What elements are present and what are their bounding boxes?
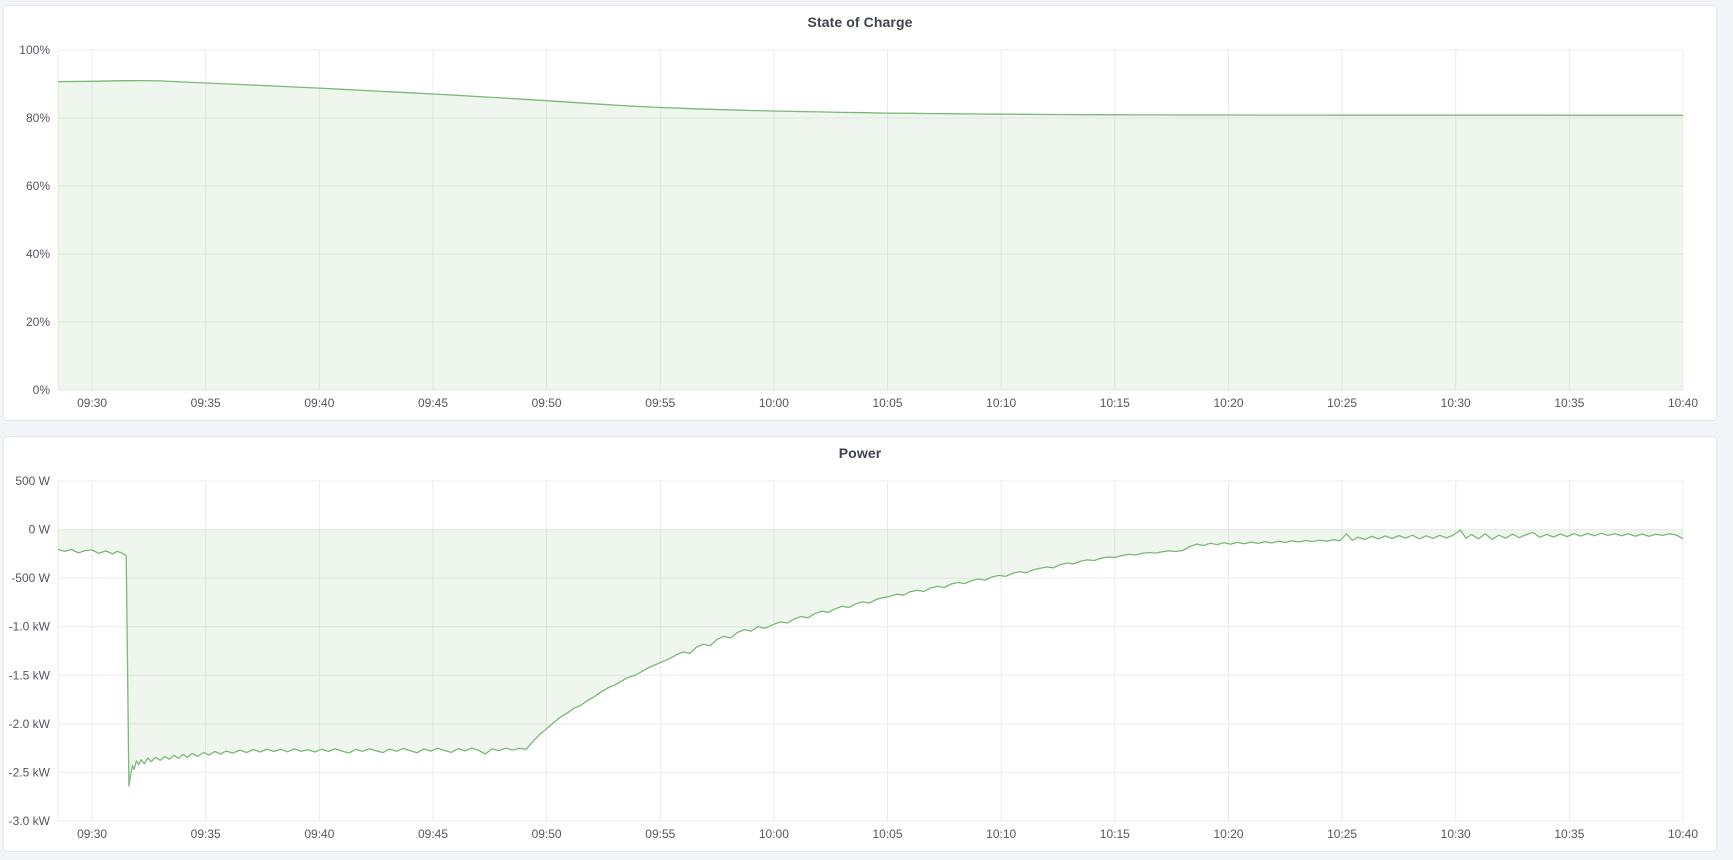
svg-text:100%: 100% <box>19 43 50 57</box>
power-panel: 09:30 09:35 09:40 09:45 09:50 09:55 10:00 10:05… <box>3 436 1717 852</box>
svg-text:10:20: 10:20 <box>1213 827 1243 841</box>
svg-text:500 W: 500 W <box>15 474 50 488</box>
svg-text:10:10: 10:10 <box>986 396 1016 410</box>
svg-text:09:55: 09:55 <box>645 827 675 841</box>
svg-text:10:10: 10:10 <box>986 827 1016 841</box>
svg-text:-2.5 kW: -2.5 kW <box>9 765 51 779</box>
svg-text:10:40: 10:40 <box>1668 827 1698 841</box>
svg-text:40%: 40% <box>26 247 50 261</box>
svg-text:09:45: 09:45 <box>418 827 448 841</box>
svg-text:10:05: 10:05 <box>872 827 902 841</box>
svg-text:10:15: 10:15 <box>1100 827 1130 841</box>
svg-text:10:40: 10:40 <box>1668 396 1698 410</box>
svg-text:10:20: 10:20 <box>1213 396 1243 410</box>
svg-text:0%: 0% <box>33 383 51 397</box>
svg-text:09:55: 09:55 <box>645 396 675 410</box>
svg-text:10:30: 10:30 <box>1441 396 1471 410</box>
svg-text:10:35: 10:35 <box>1554 396 1584 410</box>
state-of-charge-svg[interactable]: 09:30 09:35 09:40 09:45 09:50 09:55 10:00 10:05… <box>4 6 1716 420</box>
power-line <box>57 529 1684 787</box>
panel-title: Power <box>838 445 882 461</box>
svg-text:09:40: 09:40 <box>304 396 334 410</box>
power-chart[interactable]: 09:30 09:35 09:40 09:45 09:50 09:55 10:00 10:05… <box>4 437 1716 851</box>
svg-text:10:25: 10:25 <box>1327 827 1357 841</box>
panel-title: State of Charge <box>807 14 913 30</box>
svg-text:09:45: 09:45 <box>418 396 448 410</box>
svg-text:10:15: 10:15 <box>1100 396 1130 410</box>
svg-text:-1.5 kW: -1.5 kW <box>9 668 51 682</box>
svg-text:09:50: 09:50 <box>532 396 562 410</box>
svg-text:10:05: 10:05 <box>872 396 902 410</box>
svg-text:-2.0 kW: -2.0 kW <box>9 717 51 731</box>
svg-text:09:50: 09:50 <box>532 827 562 841</box>
svg-text:-500 W: -500 W <box>11 571 50 585</box>
svg-text:09:40: 09:40 <box>304 827 334 841</box>
svg-text:10:30: 10:30 <box>1441 827 1471 841</box>
svg-text:-1.0 kW: -1.0 kW <box>9 620 51 634</box>
svg-text:80%: 80% <box>26 111 50 125</box>
state-of-charge-line <box>57 79 1683 116</box>
svg-text:0 W: 0 W <box>29 523 51 537</box>
svg-text:10:35: 10:35 <box>1554 827 1584 841</box>
svg-text:10:00: 10:00 <box>759 827 789 841</box>
svg-text:09:30: 09:30 <box>77 396 107 410</box>
svg-text:09:35: 09:35 <box>191 827 221 841</box>
state-of-charge-area <box>58 80 1683 390</box>
svg-text:-3.0 kW: -3.0 kW <box>9 814 51 828</box>
svg-text:09:30: 09:30 <box>77 827 107 841</box>
svg-text:20%: 20% <box>26 315 50 329</box>
svg-text:10:00: 10:00 <box>759 396 789 410</box>
svg-text:10:25: 10:25 <box>1327 396 1357 410</box>
state-of-charge-panel: 09:30 09:35 09:40 09:45 09:50 09:55 10:00 10:05… <box>3 5 1717 421</box>
power-area <box>58 529 1683 786</box>
svg-text:60%: 60% <box>26 179 50 193</box>
svg-text:09:35: 09:35 <box>191 396 221 410</box>
power-svg[interactable]: 09:30 09:35 09:40 09:45 09:50 09:55 10:00 10:05… <box>4 437 1716 851</box>
state-of-charge-chart[interactable]: 09:30 09:35 09:40 09:45 09:50 09:55 10:00 10:05… <box>4 6 1716 420</box>
